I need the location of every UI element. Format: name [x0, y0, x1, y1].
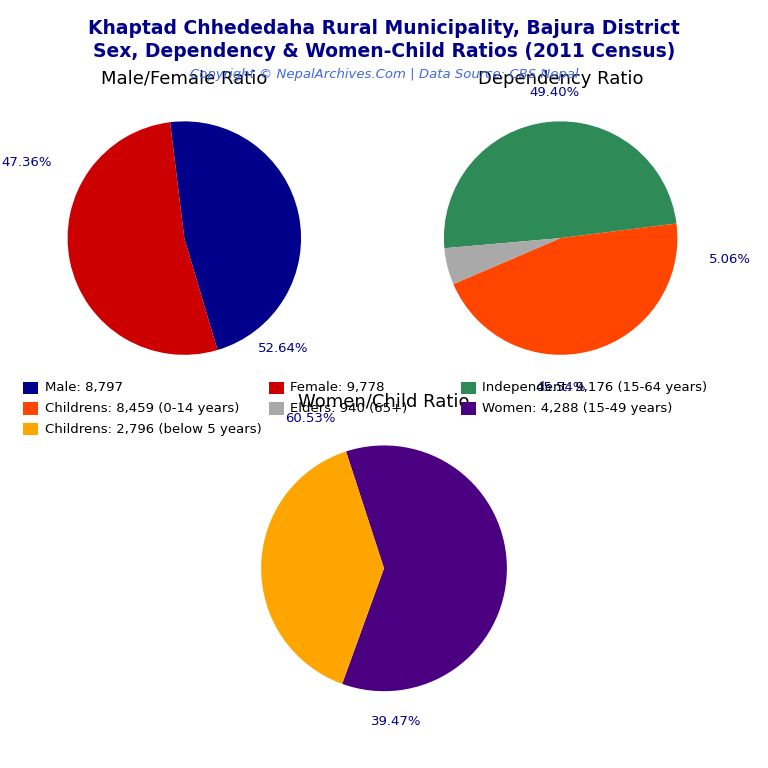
Title: Male/Female Ratio: Male/Female Ratio [101, 70, 267, 88]
Text: Independent: 9,176 (15-64 years): Independent: 9,176 (15-64 years) [482, 382, 707, 394]
Text: Childrens: 2,796 (below 5 years): Childrens: 2,796 (below 5 years) [45, 423, 261, 435]
Text: 60.53%: 60.53% [285, 412, 336, 425]
Text: 49.40%: 49.40% [530, 86, 580, 98]
Text: 45.54%: 45.54% [535, 381, 586, 394]
Text: Women: 4,288 (15-49 years): Women: 4,288 (15-49 years) [482, 402, 673, 415]
Wedge shape [170, 121, 301, 350]
Text: 52.64%: 52.64% [258, 343, 309, 356]
Text: Sex, Dependency & Women-Child Ratios (2011 Census): Sex, Dependency & Women-Child Ratios (20… [93, 42, 675, 61]
Text: 47.36%: 47.36% [2, 156, 52, 169]
Text: Male: 8,797: Male: 8,797 [45, 382, 123, 394]
Wedge shape [343, 445, 507, 691]
Wedge shape [68, 122, 217, 355]
Text: 5.06%: 5.06% [709, 253, 751, 266]
Text: Elders: 940 (65+): Elders: 940 (65+) [290, 402, 408, 415]
Text: Copyright © NepalArchives.Com | Data Source: CBS Nepal: Copyright © NepalArchives.Com | Data Sou… [190, 68, 578, 81]
Wedge shape [261, 452, 384, 684]
Title: Dependency Ratio: Dependency Ratio [478, 70, 644, 88]
Text: Female: 9,778: Female: 9,778 [290, 382, 385, 394]
Text: Khaptad Chhededaha Rural Municipality, Bajura District: Khaptad Chhededaha Rural Municipality, B… [88, 19, 680, 38]
Title: Women/Child Ratio: Women/Child Ratio [298, 392, 470, 410]
Wedge shape [445, 238, 561, 284]
Text: 39.47%: 39.47% [371, 716, 422, 728]
Text: Childrens: 8,459 (0-14 years): Childrens: 8,459 (0-14 years) [45, 402, 239, 415]
Wedge shape [453, 223, 677, 355]
Wedge shape [444, 121, 677, 248]
